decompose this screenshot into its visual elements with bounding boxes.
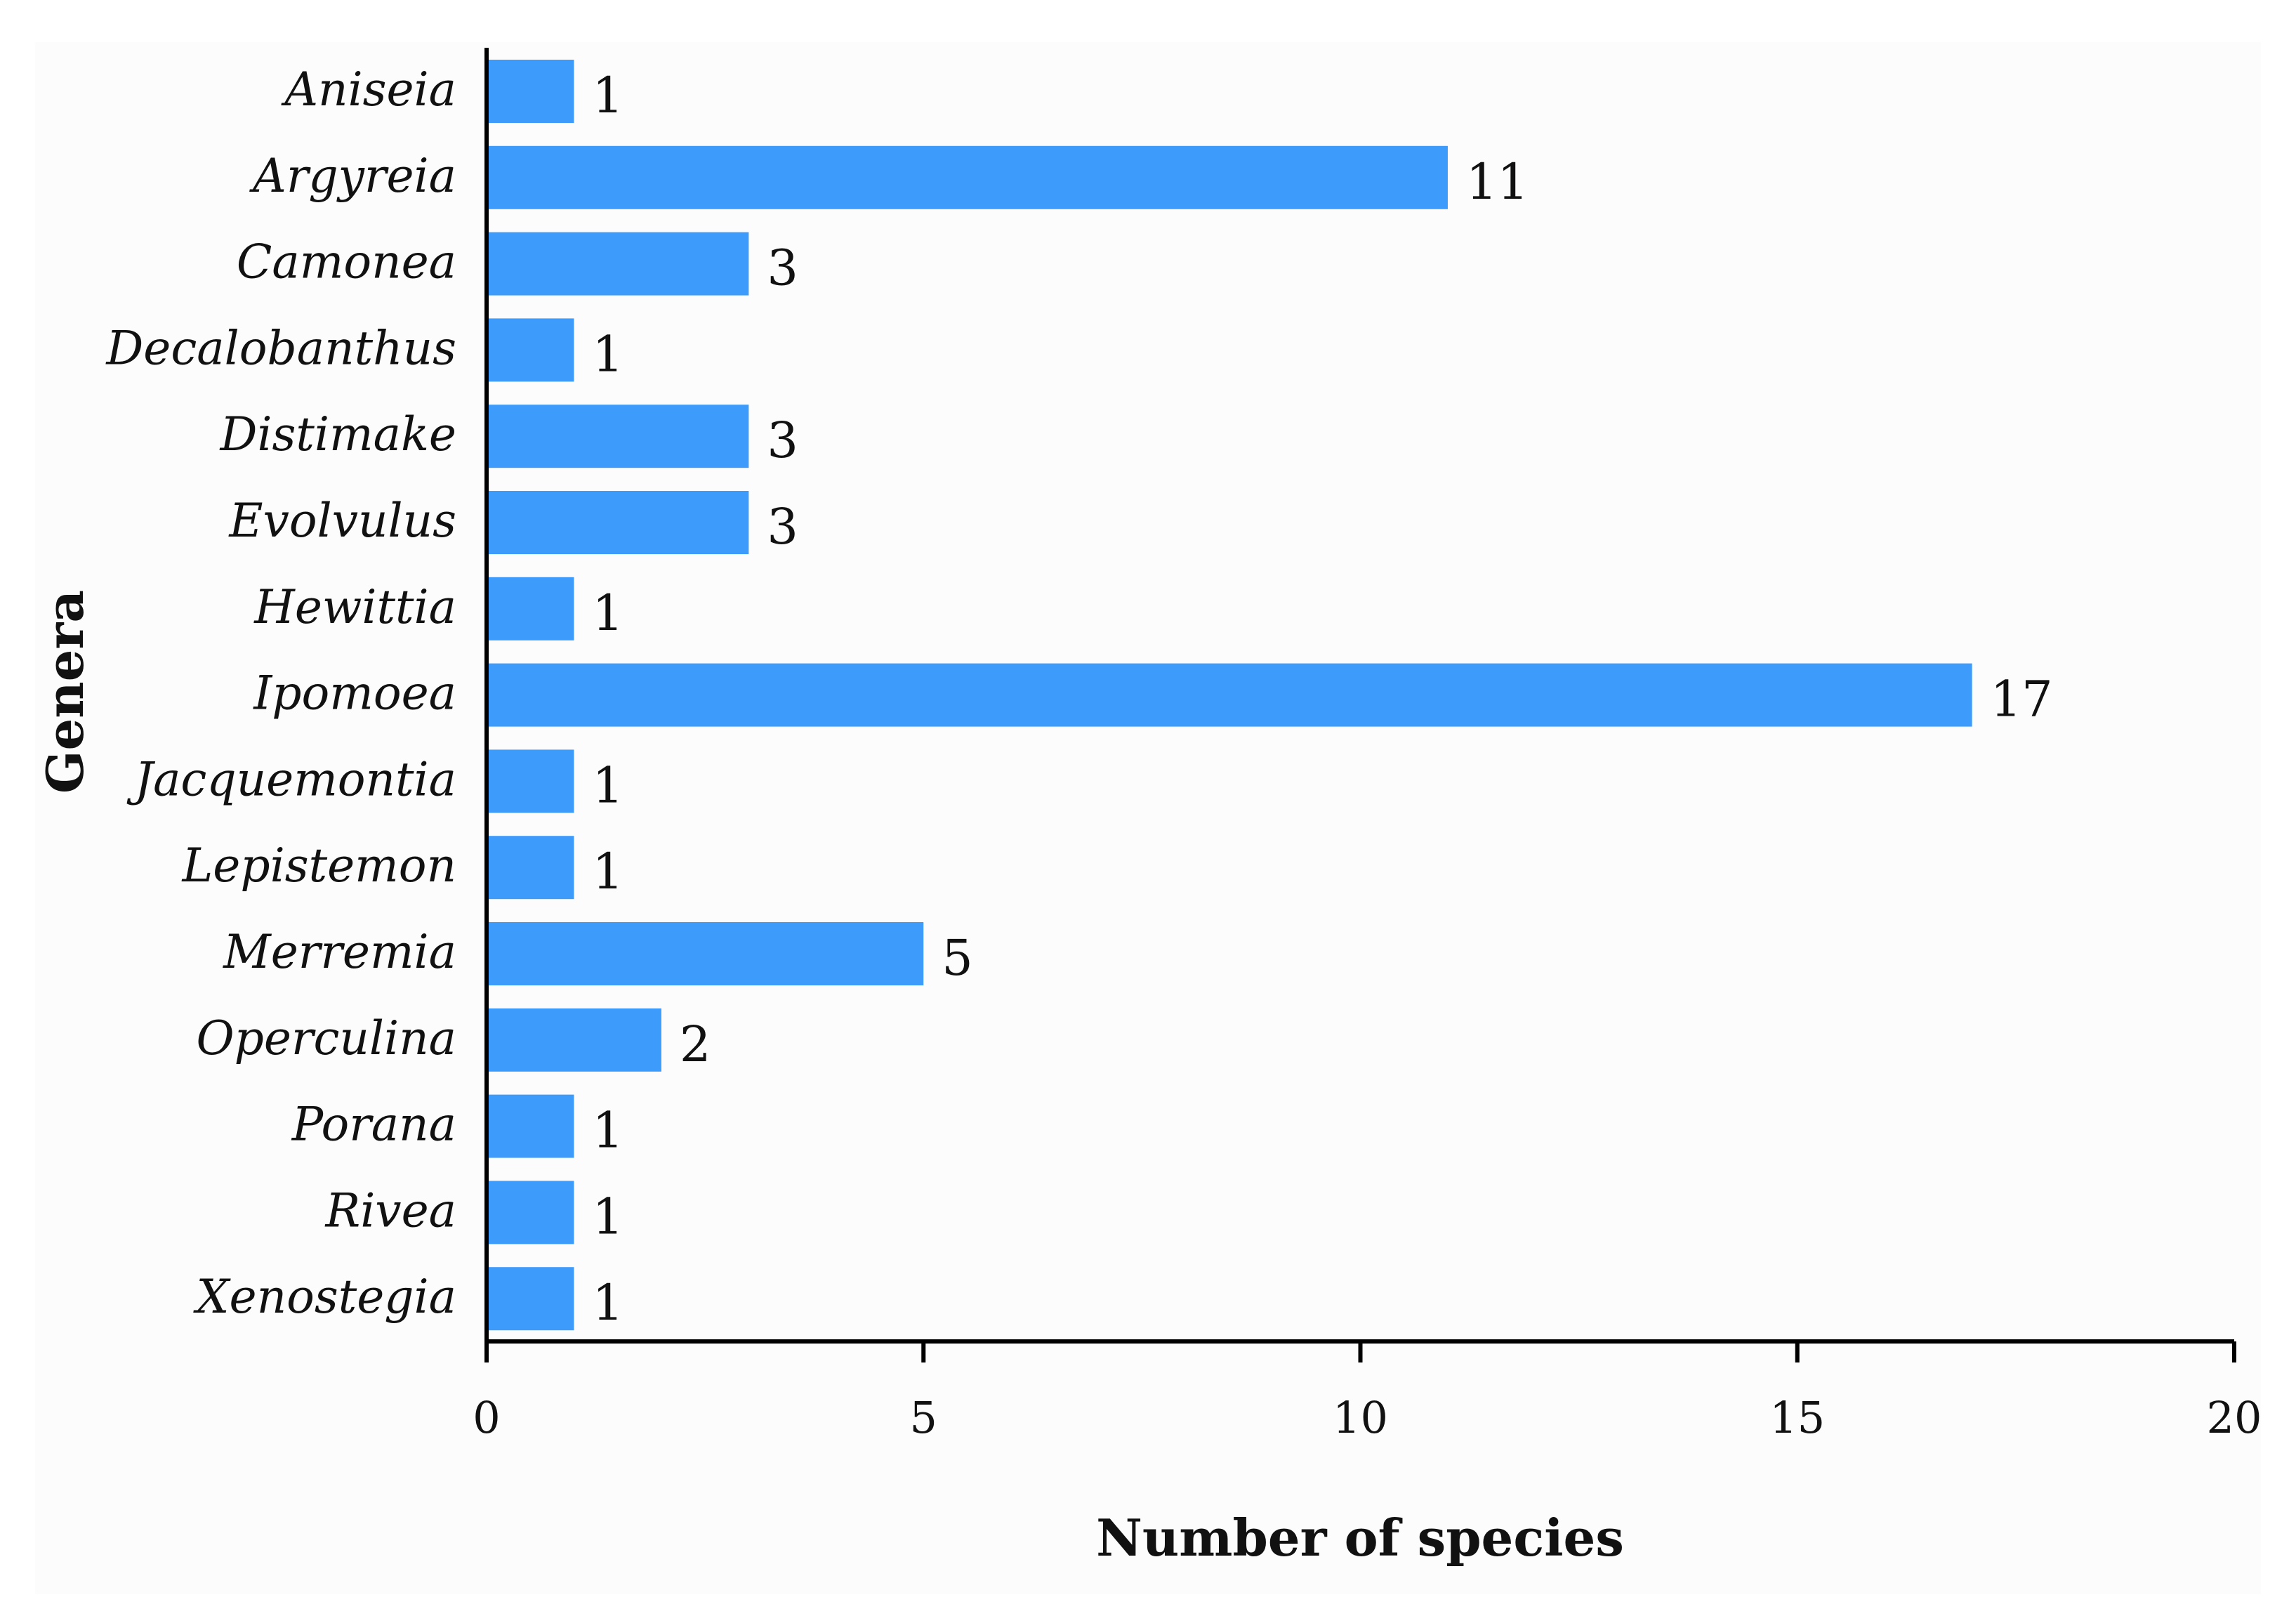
x-axis-ticks: 0 5 10 15 20 bbox=[473, 1341, 2262, 1443]
bar-merremia bbox=[487, 922, 924, 985]
value-label-argyreia: 11 bbox=[1466, 153, 1529, 211]
category-label-ipomoea: Ipomoea bbox=[253, 666, 456, 721]
bar-camonea bbox=[487, 232, 749, 296]
bar-porana bbox=[487, 1094, 574, 1158]
bar-rivea bbox=[487, 1181, 574, 1244]
bar-jacquemontia bbox=[487, 749, 574, 813]
x-tick-label-15: 15 bbox=[1769, 1392, 1825, 1443]
category-label-camonea: Camonea bbox=[237, 235, 456, 289]
category-label-argyreia: Argyreia bbox=[249, 149, 456, 203]
value-label-distimake: 3 bbox=[767, 412, 798, 469]
category-labels: Aniseia Argyreia Camonea Decalobanthus Disti… bbox=[105, 63, 456, 1324]
category-label-xenostegia: Xenostegia bbox=[193, 1270, 456, 1324]
value-label-merremia: 5 bbox=[942, 929, 973, 987]
value-label-evolvulus: 3 bbox=[767, 498, 798, 556]
category-label-lepistemon: Lepistemon bbox=[181, 839, 456, 893]
x-tick-label-0: 0 bbox=[473, 1392, 500, 1443]
bars-group bbox=[487, 60, 1972, 1331]
value-label-operculina: 2 bbox=[680, 1016, 711, 1073]
value-label-rivea: 1 bbox=[592, 1188, 624, 1245]
category-label-decalobanthus: Decalobanthus bbox=[105, 321, 456, 375]
bar-argyreia bbox=[487, 145, 1448, 209]
bar-aniseia bbox=[487, 60, 574, 123]
x-axis-title: Number of species bbox=[1096, 1508, 1624, 1568]
y-axis-title: Genera bbox=[35, 590, 95, 794]
bar-ipomoea bbox=[487, 663, 1972, 727]
category-label-jacquemontia: Jacquemontia bbox=[126, 752, 456, 806]
category-label-aniseia: Aniseia bbox=[280, 63, 456, 117]
category-label-porana: Porana bbox=[291, 1098, 456, 1152]
value-label-camonea: 3 bbox=[767, 239, 798, 297]
x-tick-label-20: 20 bbox=[2207, 1392, 2262, 1443]
category-label-rivea: Rivea bbox=[325, 1183, 457, 1237]
value-label-porana: 1 bbox=[592, 1102, 624, 1160]
value-label-decalobanthus: 1 bbox=[592, 325, 624, 383]
value-label-jacquemontia: 1 bbox=[592, 756, 624, 814]
value-label-aniseia: 1 bbox=[592, 67, 624, 124]
x-tick-label-10: 10 bbox=[1333, 1392, 1388, 1443]
value-label-xenostegia: 1 bbox=[592, 1274, 624, 1332]
bar-decalobanthus bbox=[487, 318, 574, 382]
bar-evolvulus bbox=[487, 491, 749, 554]
value-label-hewittia: 1 bbox=[592, 584, 624, 642]
category-label-evolvulus: Evolvulus bbox=[228, 494, 456, 548]
bar-xenostegia bbox=[487, 1267, 574, 1331]
category-label-distimake: Distimake bbox=[219, 407, 456, 461]
value-label-ipomoea: 17 bbox=[1991, 671, 2053, 728]
x-tick-label-5: 5 bbox=[910, 1392, 937, 1443]
bar-lepistemon bbox=[487, 836, 574, 900]
bar-hewittia bbox=[487, 577, 574, 641]
value-label-lepistemon: 1 bbox=[592, 843, 624, 900]
category-label-hewittia: Hewittia bbox=[253, 580, 456, 634]
category-label-operculina: Operculina bbox=[196, 1011, 456, 1065]
bar-operculina bbox=[487, 1008, 661, 1072]
plot-background bbox=[35, 42, 2261, 1594]
bar-distimake bbox=[487, 405, 749, 468]
category-label-merremia: Merremia bbox=[223, 925, 456, 979]
